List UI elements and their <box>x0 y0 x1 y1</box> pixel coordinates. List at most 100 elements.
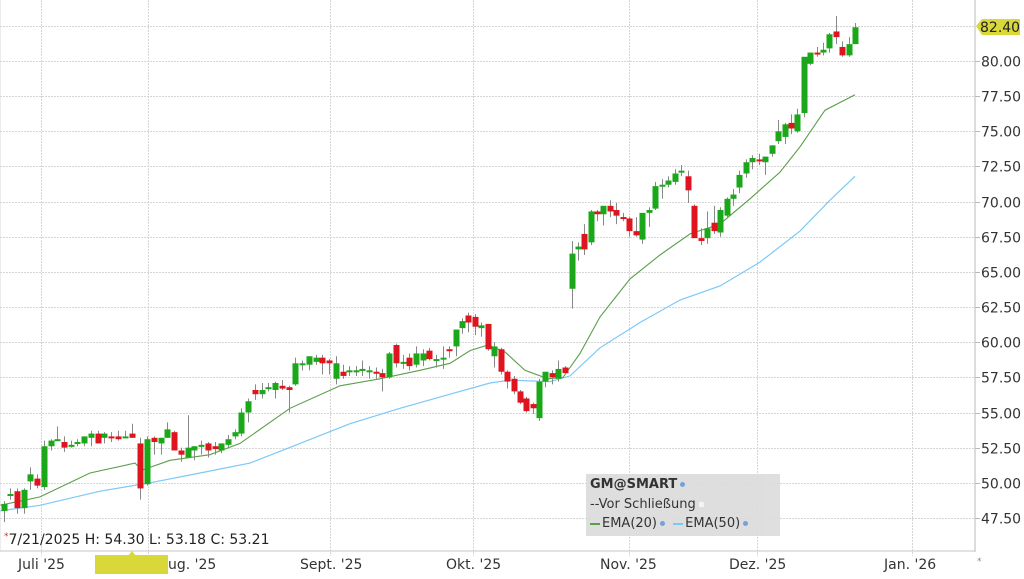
chart-legend[interactable]: GM@SMART --Vor Schließung EMA(20) EMA(50… <box>586 474 780 536</box>
y-tick-label: 70.00 <box>981 196 1021 212</box>
candle <box>465 312 472 333</box>
candle <box>41 440 48 490</box>
candle <box>393 343 400 368</box>
candle <box>319 354 326 375</box>
candle <box>594 210 601 222</box>
candle <box>158 437 165 455</box>
ema50-settings-icon[interactable] <box>743 521 749 526</box>
candle <box>426 347 433 361</box>
candle <box>359 360 366 376</box>
candle <box>788 114 795 135</box>
x-tick-label: Dez. '25 <box>729 557 786 573</box>
y-tick-label: 67.50 <box>981 231 1021 247</box>
candle <box>498 347 505 375</box>
x-tick-label: Okt. '25 <box>446 557 501 573</box>
candle <box>265 382 272 392</box>
candle <box>626 217 633 237</box>
candle <box>846 37 853 57</box>
symbol-settings-icon[interactable] <box>680 482 686 487</box>
candle <box>665 176 672 188</box>
candle <box>511 375 518 395</box>
y-tick-label: 80.00 <box>981 55 1021 71</box>
candle <box>433 354 440 368</box>
candle <box>400 354 407 369</box>
candle <box>406 353 413 371</box>
readout-marker: * <box>4 532 9 542</box>
candle <box>588 210 595 246</box>
candle <box>491 342 498 368</box>
candle <box>769 145 776 157</box>
ohlc-readout: *7/21/2025 H: 54.30 L: 53.18 C: 53.21 <box>4 532 269 548</box>
candle <box>620 212 627 222</box>
candle <box>198 440 205 455</box>
candle <box>440 346 447 369</box>
candle <box>205 442 212 458</box>
y-axis-labels[interactable]: 47.50 50.00 52.50 55.00 57.50 60.00 62.50 65.00… <box>981 55 1021 528</box>
vertical-gridlines <box>41 0 913 556</box>
candle <box>81 436 88 447</box>
candle <box>775 120 782 144</box>
candle <box>1 501 8 523</box>
candle <box>191 446 198 461</box>
y-tick-label: 55.00 <box>981 407 1021 423</box>
candle <box>373 367 380 379</box>
candle <box>659 179 666 199</box>
ema50-line <box>0 175 856 512</box>
candle <box>68 440 75 448</box>
y-tick-label: 52.50 <box>981 442 1021 458</box>
candle <box>704 211 711 244</box>
crosshair-date-tag <box>95 551 168 574</box>
candle <box>286 385 293 413</box>
y-tick-label: 57.50 <box>981 371 1021 387</box>
candle <box>379 368 386 392</box>
ema50-swatch-icon <box>673 522 684 525</box>
candle <box>530 402 537 414</box>
candle <box>151 436 158 455</box>
candle <box>366 366 373 379</box>
ema20-line <box>0 94 856 506</box>
candle <box>292 357 299 386</box>
candle <box>717 207 724 237</box>
candle <box>61 436 68 452</box>
candle <box>259 382 266 399</box>
candle <box>801 56 808 118</box>
candle <box>218 443 225 454</box>
candle <box>691 204 698 239</box>
candle <box>313 354 320 365</box>
y-tick-label: 77.50 <box>981 90 1021 106</box>
candle <box>171 430 178 451</box>
candle <box>272 381 279 399</box>
candle <box>549 370 556 385</box>
legend-ema20[interactable]: EMA(20) <box>602 516 658 531</box>
candle <box>756 153 763 166</box>
candle <box>749 155 756 170</box>
candle <box>607 200 614 218</box>
candle <box>74 439 81 447</box>
legend-ema50[interactable]: EMA(50) <box>685 516 741 531</box>
legend-indicators[interactable]: EMA(20) EMA(50) <box>590 516 749 531</box>
candle <box>814 46 821 57</box>
candle <box>34 474 41 489</box>
legend-symbol[interactable]: GM@SMART <box>590 477 686 492</box>
candle <box>48 439 55 451</box>
candle <box>95 430 102 444</box>
candle <box>446 346 453 358</box>
candle <box>326 359 333 375</box>
y-tick-label: 72.50 <box>981 160 1021 176</box>
candle <box>581 224 588 256</box>
candle <box>299 360 306 371</box>
candle <box>633 217 640 237</box>
candle <box>478 322 485 337</box>
candle <box>252 384 259 400</box>
x-tick-label: Juli '25 <box>17 557 65 573</box>
candle <box>420 349 427 367</box>
candle <box>555 360 562 382</box>
candle <box>346 366 353 376</box>
candle <box>678 165 685 177</box>
candle <box>652 181 659 211</box>
candle <box>600 205 607 226</box>
candle <box>353 366 360 376</box>
ema20-settings-icon[interactable] <box>660 521 666 526</box>
